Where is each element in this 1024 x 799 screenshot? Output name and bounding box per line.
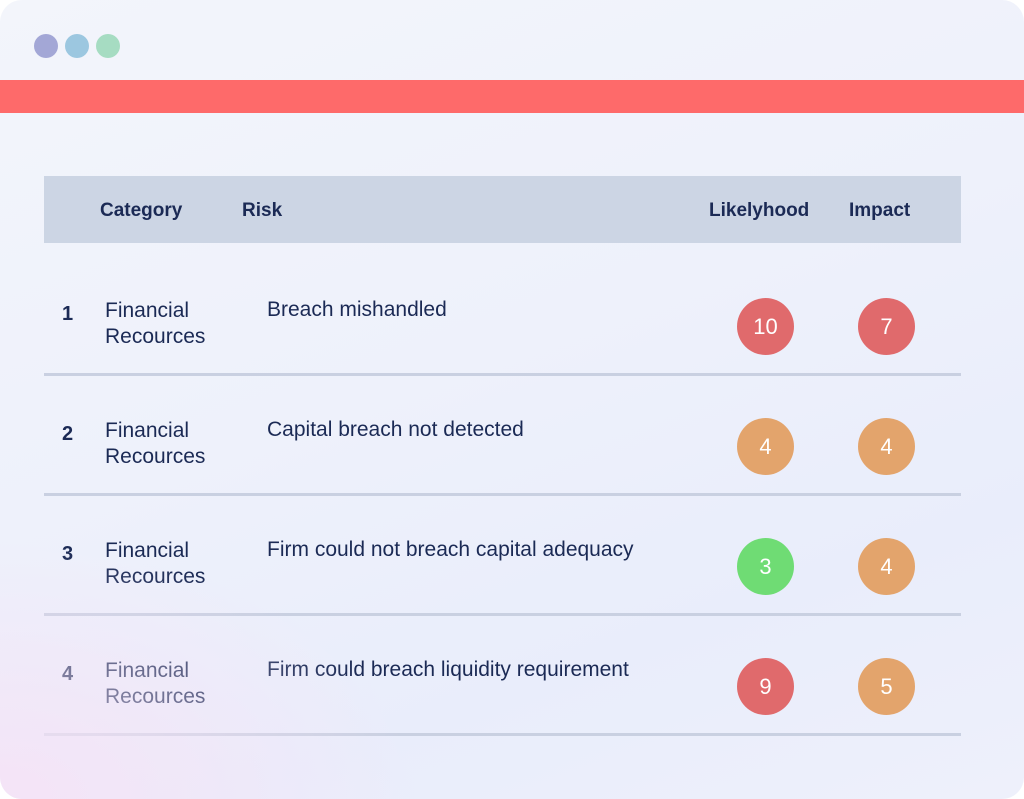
row-category: Financial Recources <box>105 299 206 348</box>
row-risk: Breach mishandled <box>267 298 447 321</box>
likelihood-score-badge: 9 <box>737 658 794 715</box>
row-category: Financial Recources <box>105 659 206 708</box>
column-header-risk: Risk <box>242 200 283 221</box>
table-row[interactable]: 4 Financial Recources Firm could breach … <box>44 616 961 736</box>
column-header-likelihood: Likelyhood <box>709 200 810 221</box>
row-number: 2 <box>62 423 74 445</box>
row-divider <box>44 613 961 616</box>
accent-bar <box>0 80 1024 113</box>
table-row[interactable]: 1 Financial Recources Breach mishandled … <box>44 256 961 376</box>
row-number: 1 <box>62 303 74 325</box>
row-divider <box>44 493 961 496</box>
column-header-impact: Impact <box>849 200 911 221</box>
impact-score-badge: 4 <box>858 418 915 475</box>
window-dot-2[interactable] <box>65 34 89 58</box>
row-risk: Firm could breach liquidity requirement <box>267 658 629 681</box>
window-dot-1[interactable] <box>34 34 58 58</box>
likelihood-score-badge: 10 <box>737 298 794 355</box>
likelihood-score-badge: 4 <box>737 418 794 475</box>
table-row[interactable]: 2 Financial Recources Capital breach not… <box>44 376 961 496</box>
row-category: Financial Recources <box>105 419 206 468</box>
row-risk: Capital breach not detected <box>267 418 524 441</box>
table-row[interactable]: 3 Financial Recources Firm could not bre… <box>44 496 961 616</box>
row-risk: Firm could not breach capital adequacy <box>267 538 634 561</box>
row-divider <box>44 733 961 736</box>
window-dot-3[interactable] <box>96 34 120 58</box>
table-header: Category Risk Likelyhood Impact <box>44 176 961 243</box>
impact-score-badge: 7 <box>858 298 915 355</box>
column-header-category: Category <box>100 200 183 221</box>
row-category: Financial Recources <box>105 539 206 588</box>
row-divider <box>44 373 961 376</box>
impact-score-badge: 5 <box>858 658 915 715</box>
row-number: 4 <box>62 663 74 685</box>
impact-score-badge: 4 <box>858 538 915 595</box>
likelihood-score-badge: 3 <box>737 538 794 595</box>
title-bar <box>0 0 1024 80</box>
row-number: 3 <box>62 543 74 565</box>
